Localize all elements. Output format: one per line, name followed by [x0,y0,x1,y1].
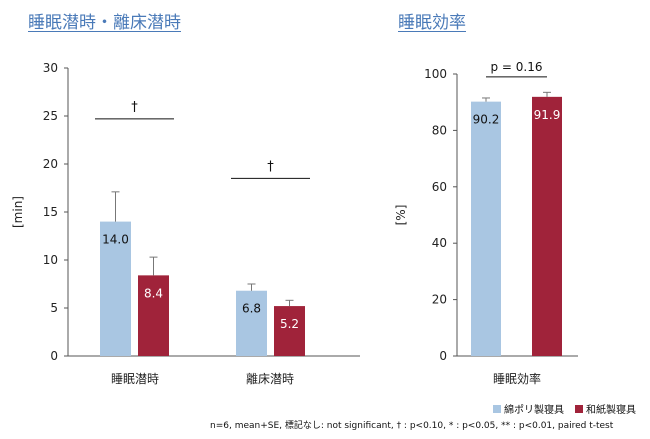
y-tick-label: 60 [432,180,447,194]
legend-label-series1: 綿ポリ製寝具 [504,405,564,416]
y-tick-label: 20 [43,157,58,171]
chart-title-right: 睡眠効率 [398,13,466,33]
data-label: 90.2 [473,113,500,127]
footnote: n=6, mean+SE, 標記なし: not significant, † :… [210,421,614,431]
y-tick-label: 100 [424,67,447,81]
significance-mark: p = 0.16 [490,60,542,74]
data-label: 14.0 [102,233,129,247]
significance-mark: † [131,100,138,115]
chart-title-left: 睡眠潜時・離床潜時 [28,13,181,33]
y-axis-label: [min] [11,196,25,228]
y-tick-label: 15 [43,205,58,219]
y-tick-label: 20 [432,293,447,307]
y-axis-label: [%] [394,205,408,226]
y-tick-label: 5 [50,301,58,315]
y-tick-label: 25 [43,109,58,123]
bar [471,101,501,356]
legend-swatch-series2 [575,404,583,413]
legend-item-series2: 和紙製寝具 [575,401,636,416]
legend-label-series2: 和紙製寝具 [586,405,636,416]
x-category-label: 睡眠効率 [493,371,541,386]
y-tick-label: 40 [432,236,447,250]
y-tick-label: 0 [50,349,58,363]
data-label: 91.9 [534,108,561,122]
data-label: 5.2 [280,317,299,331]
x-category-label: 睡眠潜時 [111,372,159,386]
y-tick-label: 10 [43,253,58,267]
y-tick-label: 0 [439,349,447,363]
y-tick-label: 30 [43,61,58,75]
data-label: 6.8 [242,302,261,316]
legend-swatch-series1 [493,404,501,413]
bar [274,306,305,356]
data-label: 8.4 [144,286,163,300]
significance-mark: † [267,159,274,174]
bar [138,275,169,356]
y-tick-label: 80 [432,123,447,137]
bar [100,221,131,356]
x-category-label: 離床潜時 [246,372,294,386]
bar [236,290,267,356]
legend-item-series1: 綿ポリ製寝具 [493,401,564,416]
bar [532,96,562,356]
